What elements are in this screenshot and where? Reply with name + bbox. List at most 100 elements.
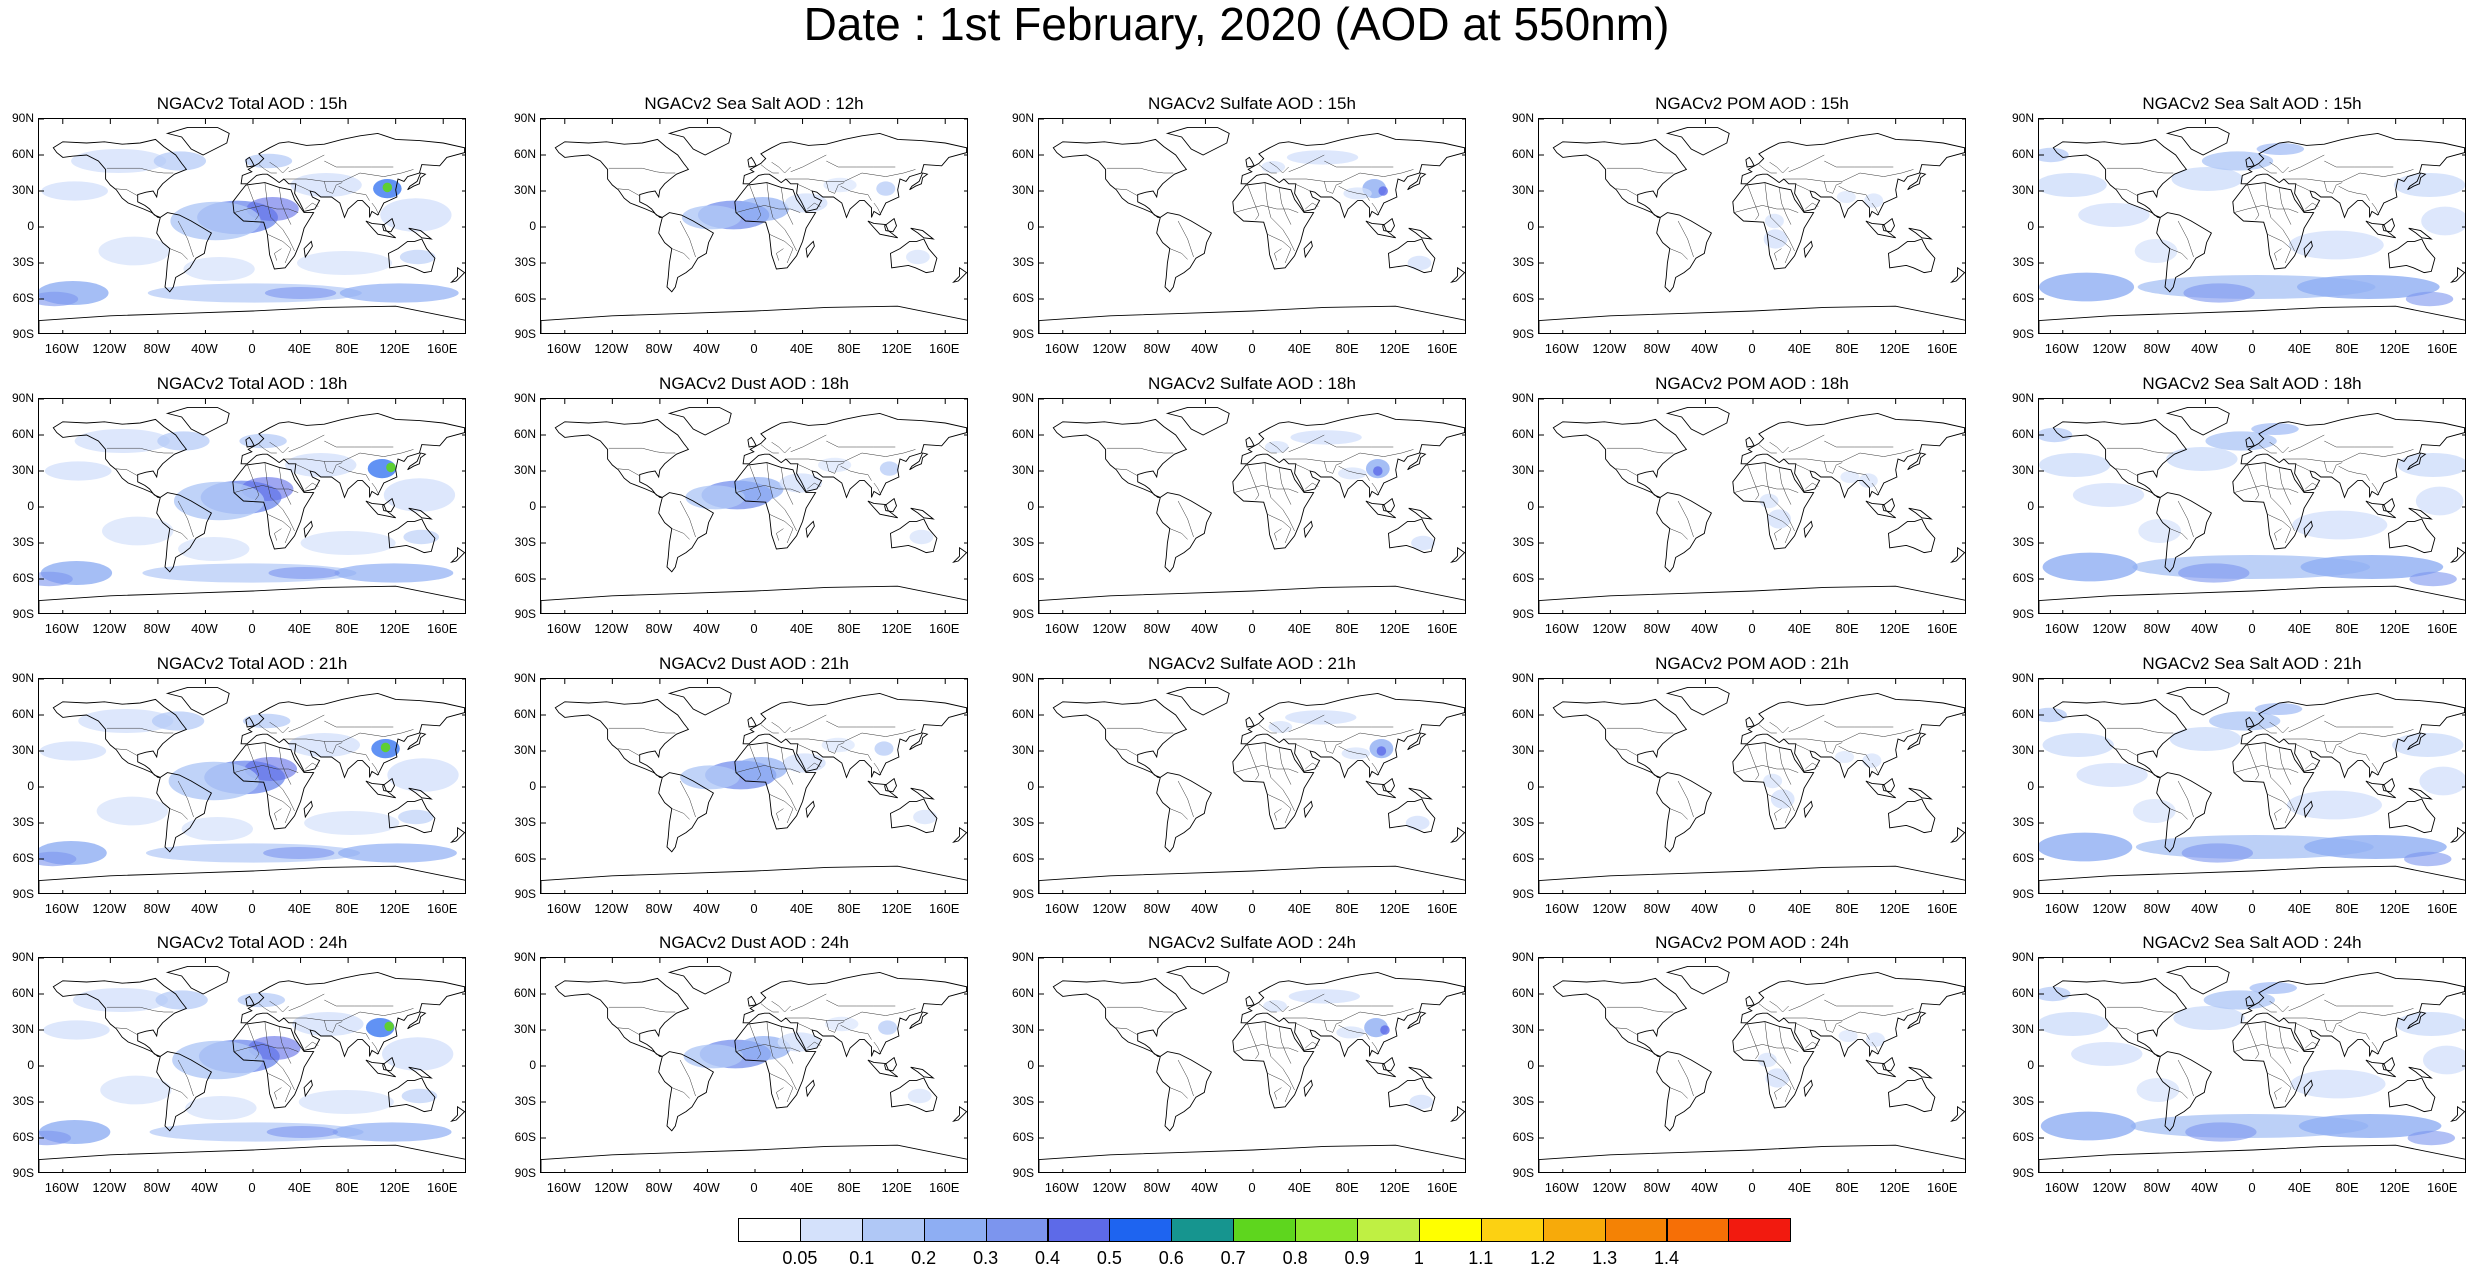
aod-patch — [242, 713, 291, 729]
country-border — [1274, 808, 1282, 821]
coastline-africa — [1732, 182, 1815, 270]
aod-patch — [2134, 239, 2178, 263]
coastline-samerica — [658, 1051, 714, 1132]
lon-label: 120W — [1592, 341, 1627, 356]
aod-patch — [1341, 747, 1371, 760]
lon-label: 160W — [1544, 341, 1579, 356]
colorbar-swatch — [738, 1218, 801, 1242]
country-border — [106, 727, 174, 734]
coastline-japan — [1407, 732, 1427, 751]
lat-label: 60S — [12, 1130, 34, 1144]
lon-label: 160E — [1427, 621, 1458, 636]
country-border — [1733, 485, 1799, 493]
country-border — [274, 248, 282, 261]
country-border — [2371, 762, 2380, 776]
lon-label: 80W — [1143, 341, 1171, 356]
main-title: Date : 1st February, 2020 (AOD at 550nm) — [803, 0, 1670, 50]
country-border — [2324, 160, 2394, 168]
country-border — [1324, 461, 1343, 474]
map-frame — [38, 118, 466, 334]
lon-label: 40E — [287, 901, 312, 916]
country-border — [826, 461, 845, 474]
country-border — [267, 1072, 292, 1103]
country-border — [177, 1059, 194, 1097]
aod-field — [1763, 751, 1882, 809]
country-border — [1669, 528, 1688, 540]
coastline-greenland — [1165, 965, 1230, 995]
coastline-madagascar — [1803, 1079, 1813, 1098]
country-border — [1264, 182, 1272, 218]
country-border — [1294, 1022, 1311, 1031]
lon-label: 80E — [1835, 621, 1859, 636]
country-border — [608, 167, 676, 174]
country-border — [1113, 1027, 1138, 1036]
country-border — [1324, 160, 1394, 168]
country-border — [270, 777, 295, 812]
coastline-newguinea — [1408, 507, 1433, 520]
coastline-antarctica — [2039, 865, 2465, 893]
aod-patch — [1759, 493, 1779, 509]
map-frame — [1538, 118, 1966, 334]
coastline-greenland — [1165, 406, 1230, 436]
aod-field — [39, 988, 454, 1146]
lon-label: 80W — [1143, 621, 1171, 636]
coastline-nz — [952, 1105, 967, 1123]
coastline-uk — [1245, 156, 1255, 168]
lon-label: 160W — [546, 1180, 581, 1195]
coastline-namerica — [2052, 977, 2188, 1057]
aod-patch — [2042, 733, 2114, 757]
aod-patch — [1286, 150, 1359, 165]
country-border — [1285, 729, 1414, 742]
panel-title: NGACv2 Sea Salt AOD : 24h — [2142, 933, 2362, 952]
world-map — [39, 119, 465, 333]
coastline-australia — [388, 798, 436, 834]
lon-label: 120E — [881, 1180, 912, 1195]
aod-patch — [1407, 255, 1432, 271]
country-border — [177, 500, 194, 538]
aod-patch — [296, 251, 393, 275]
coastline-newguinea — [1408, 1066, 1433, 1079]
lon-label: 80E — [335, 621, 359, 636]
colorbar-swatch — [1418, 1218, 1482, 1242]
country-border — [1677, 220, 1694, 258]
aod-patch — [818, 457, 852, 473]
country-border — [324, 440, 394, 448]
country-border — [2288, 714, 2325, 733]
aod-patch — [909, 529, 934, 545]
country-border — [2324, 1020, 2343, 1033]
country-border — [267, 233, 292, 264]
country-border — [1258, 164, 1277, 174]
lon-label: 80E — [2335, 341, 2359, 356]
country-border — [840, 745, 872, 761]
aod-patch — [876, 181, 896, 196]
lat-label: 90N — [513, 391, 536, 405]
coastline-eurasia — [2240, 132, 2465, 219]
coastline-australia — [1388, 518, 1436, 554]
country-border — [285, 729, 414, 742]
coastline-eurasia — [2240, 412, 2465, 499]
coastline-eurasia — [2240, 971, 2465, 1058]
coastline-newguinea — [2408, 507, 2433, 520]
lon-label: 160W — [44, 621, 79, 636]
country-border — [1177, 1059, 1194, 1097]
country-border — [826, 999, 896, 1007]
lat-label: 60S — [1012, 571, 1034, 585]
coastline-uk — [747, 716, 757, 728]
country-border — [671, 1087, 690, 1099]
lon-label: 120W — [1092, 901, 1127, 916]
coastline-namerica — [554, 138, 690, 218]
lon-label: 160W — [2044, 341, 2079, 356]
lon-label: 160W — [546, 341, 581, 356]
lat-label: 90N — [1511, 671, 1534, 685]
lon-label: 40E — [1787, 1180, 1812, 1195]
coastline-antarctica — [1539, 305, 1965, 333]
country-border — [771, 161, 791, 174]
coastline-indonesia — [867, 500, 898, 519]
coastline-africa — [2232, 1021, 2315, 1109]
lon-label: 120W — [2092, 901, 2127, 916]
coastline-newguinea — [2408, 1066, 2433, 1079]
aod-patch — [1838, 1030, 1858, 1042]
country-border — [1258, 724, 1277, 734]
coastline-antarctica — [39, 865, 465, 893]
world-map — [1039, 119, 1465, 333]
